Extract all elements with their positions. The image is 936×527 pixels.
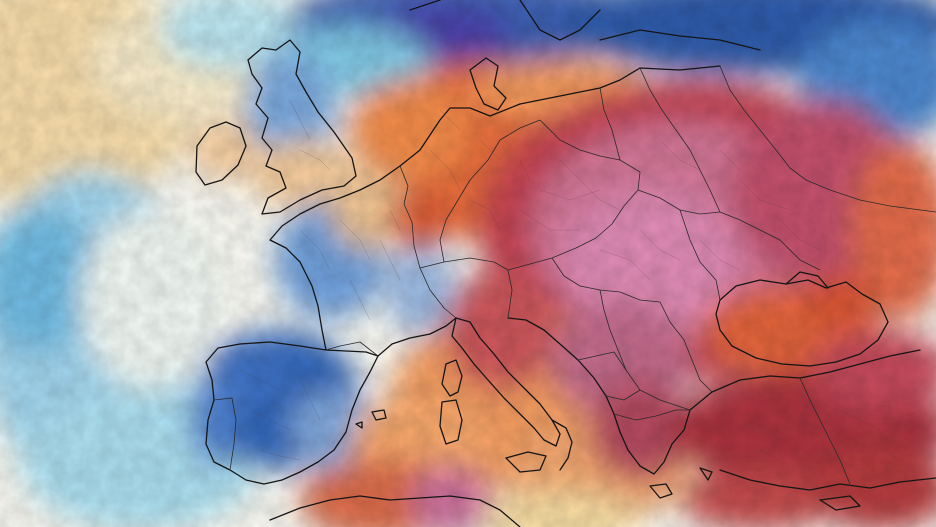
- coastlines: [195, 0, 936, 527]
- national-borders: [213, 65, 936, 485]
- admin-divisions: [239, 99, 901, 471]
